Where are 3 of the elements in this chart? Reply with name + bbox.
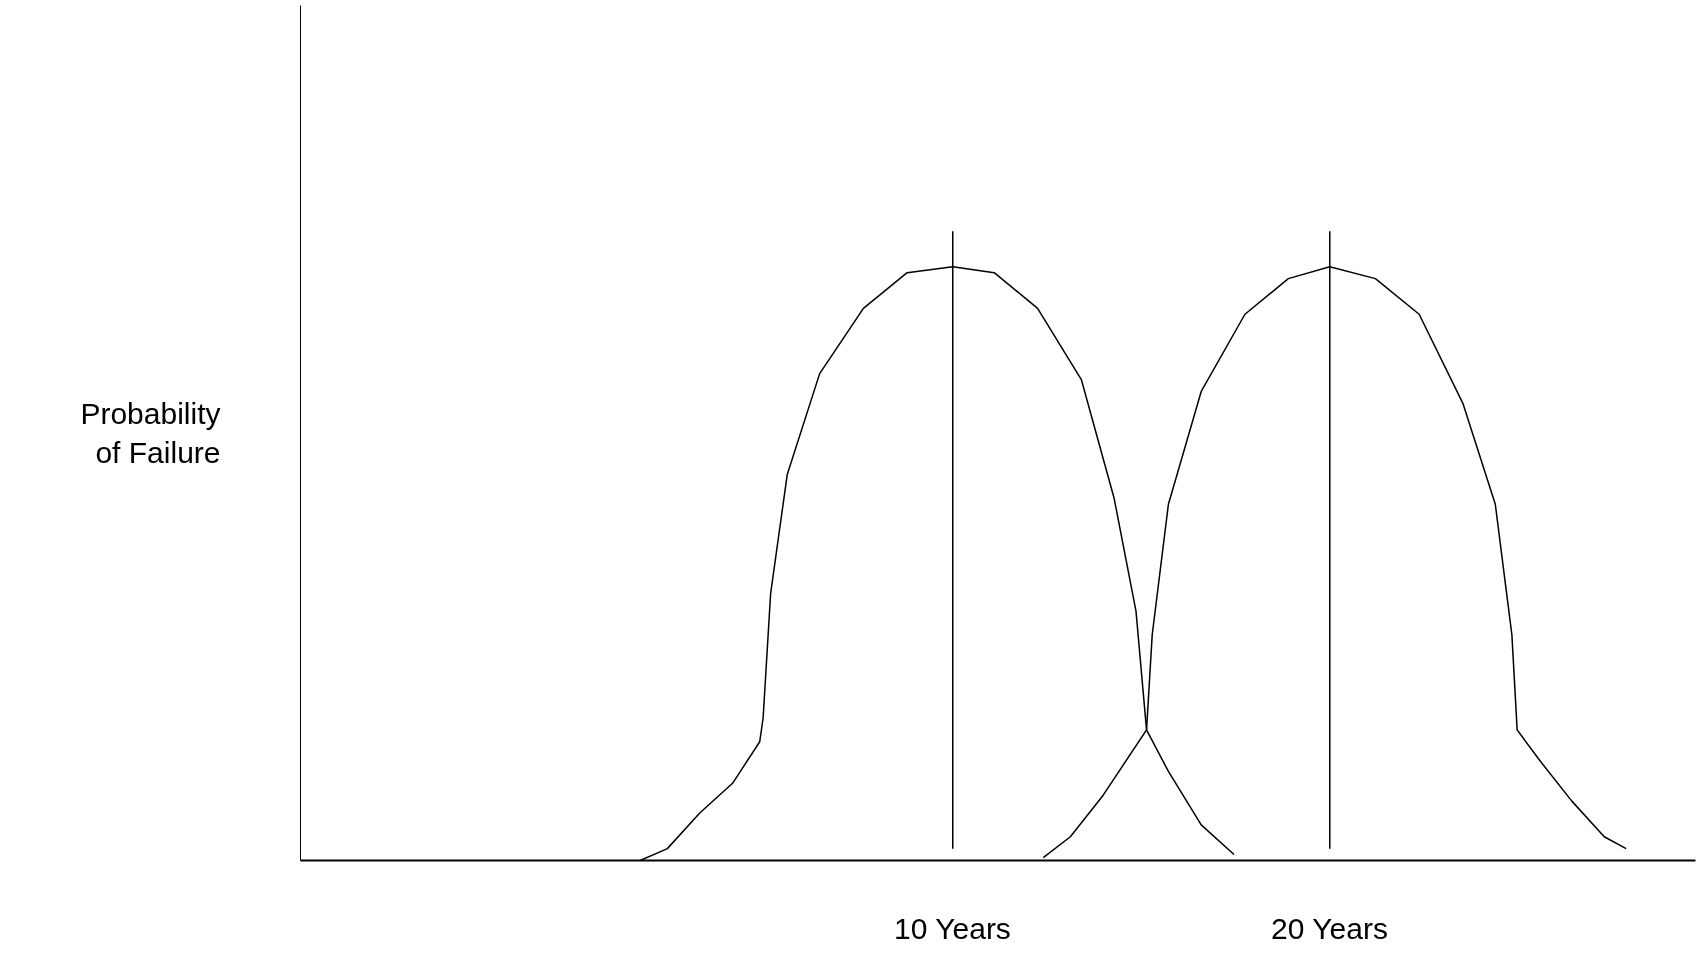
x-tick-label: 20 Years: [1271, 911, 1388, 945]
y-axis-title: Probability of Failure: [80, 396, 221, 470]
x-tick-label: 10 Years: [894, 911, 1011, 945]
